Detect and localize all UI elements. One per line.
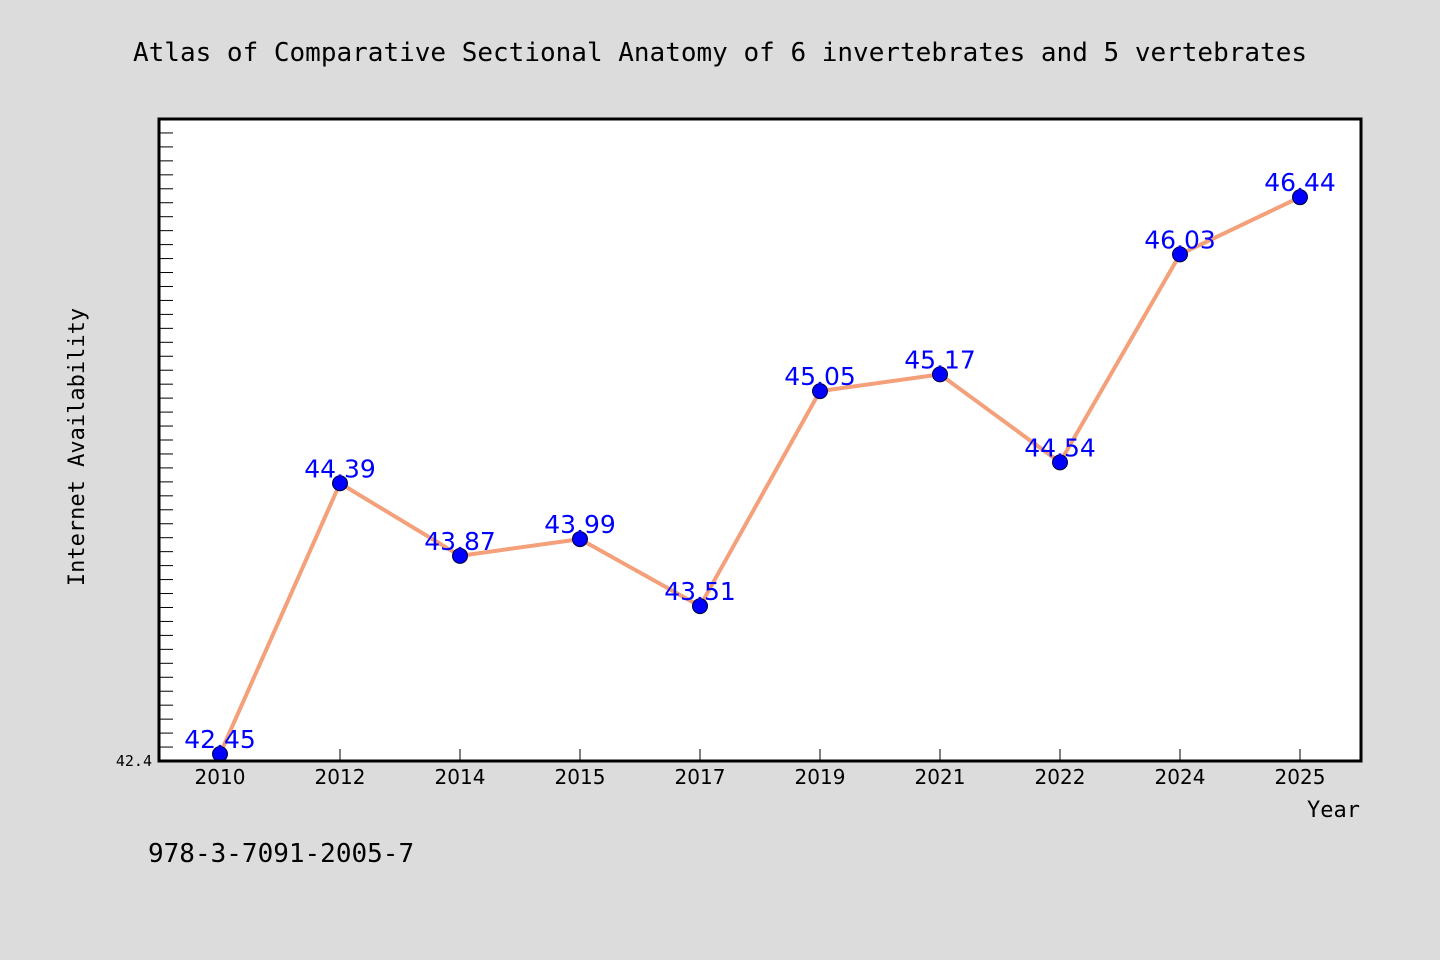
data-labels: 42.45 44.39 43.87 43.99 43.51 45.05 45.17 44.54…	[184, 168, 1336, 754]
y-tick-label: 42.4	[116, 752, 152, 770]
plot-area	[159, 119, 1361, 761]
x-tick-label-2010: 2010	[195, 765, 246, 789]
plot-frame	[157, 117, 1363, 763]
x-tick-label-2015: 2015	[555, 765, 606, 789]
x-axis-label: Year	[1307, 798, 1360, 823]
data-point-2015	[572, 531, 588, 548]
data-label-2024: 46.03	[1144, 225, 1216, 254]
chart-title: Atlas of Comparative Sectional Anatomy o…	[133, 38, 1307, 68]
footer-code: 978-3-7091-2005-7	[148, 839, 414, 869]
x-tick-label-2021: 2021	[915, 765, 966, 789]
data-label-2017: 43.51	[664, 577, 736, 606]
x-tick-labels: 2010 2012 2014 2015 2017 2019 2021 2022 2024 2025	[195, 765, 1326, 789]
data-point-2025	[1292, 189, 1308, 206]
data-markers	[212, 189, 1308, 763]
x-tick-label-2014: 2014	[435, 765, 486, 789]
series-line	[218, 195, 1301, 755]
x-tick-label-2024: 2024	[1155, 765, 1206, 789]
data-point-2012	[332, 475, 348, 492]
data-point-2024	[1172, 246, 1188, 263]
data-label-2012: 44.39	[304, 454, 376, 483]
y-axis-label: Internet Availability	[65, 308, 90, 586]
data-point-2022	[1052, 454, 1068, 471]
data-point-2017	[692, 598, 708, 615]
data-label-2025: 46.44	[1264, 168, 1336, 197]
data-point-2021	[932, 366, 948, 383]
data-label-2022: 44.54	[1024, 433, 1096, 462]
data-label-2010: 42.45	[184, 725, 256, 754]
data-point-2014	[452, 547, 468, 564]
data-label-2014: 43.87	[424, 527, 496, 556]
x-tick-label-2025: 2025	[1275, 765, 1326, 789]
x-tick-label-2022: 2022	[1035, 765, 1086, 789]
data-label-2021: 45.17	[904, 345, 976, 374]
x-tick-label-2012: 2012	[315, 765, 366, 789]
data-label-2019: 45.05	[784, 362, 856, 391]
x-axis-ticks	[219, 749, 1301, 761]
x-tick-label-2017: 2017	[675, 765, 726, 789]
data-point-2019	[812, 383, 828, 400]
x-tick-label-2019: 2019	[795, 765, 846, 789]
y-axis-ticks	[159, 132, 173, 748]
data-label-2015: 43.99	[544, 510, 616, 539]
